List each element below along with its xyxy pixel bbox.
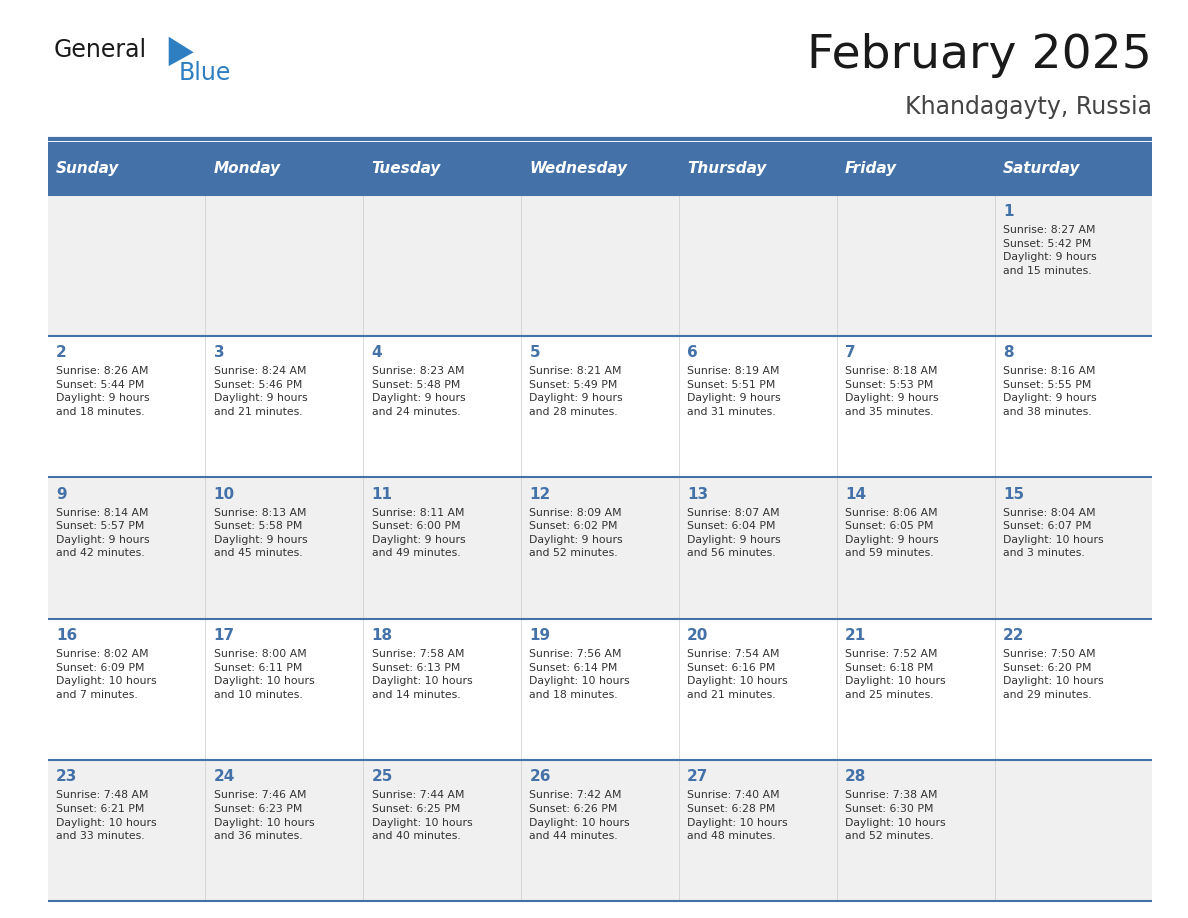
Text: 18: 18 (372, 628, 392, 643)
Text: Sunrise: 8:07 AM
Sunset: 6:04 PM
Daylight: 9 hours
and 56 minutes.: Sunrise: 8:07 AM Sunset: 6:04 PM Dayligh… (687, 508, 781, 558)
Text: February 2025: February 2025 (808, 32, 1152, 78)
Text: 21: 21 (845, 628, 866, 643)
Text: 28: 28 (845, 769, 866, 784)
Text: 7: 7 (845, 345, 855, 360)
Text: Sunrise: 8:24 AM
Sunset: 5:46 PM
Daylight: 9 hours
and 21 minutes.: Sunrise: 8:24 AM Sunset: 5:46 PM Dayligh… (214, 366, 308, 417)
Text: 22: 22 (1003, 628, 1024, 643)
Text: Sunday: Sunday (56, 161, 119, 176)
Text: 20: 20 (687, 628, 708, 643)
Text: Sunrise: 8:02 AM
Sunset: 6:09 PM
Daylight: 10 hours
and 7 minutes.: Sunrise: 8:02 AM Sunset: 6:09 PM Dayligh… (56, 649, 157, 700)
Text: 8: 8 (1003, 345, 1013, 360)
Bar (48, 142, 1152, 195)
Text: Sunrise: 7:50 AM
Sunset: 6:20 PM
Daylight: 10 hours
and 29 minutes.: Sunrise: 7:50 AM Sunset: 6:20 PM Dayligh… (1003, 649, 1104, 700)
Text: 14: 14 (845, 487, 866, 501)
Text: Sunrise: 7:58 AM
Sunset: 6:13 PM
Daylight: 10 hours
and 14 minutes.: Sunrise: 7:58 AM Sunset: 6:13 PM Dayligh… (372, 649, 472, 700)
Text: 25: 25 (372, 769, 393, 784)
Text: Sunrise: 8:06 AM
Sunset: 6:05 PM
Daylight: 9 hours
and 59 minutes.: Sunrise: 8:06 AM Sunset: 6:05 PM Dayligh… (845, 508, 939, 558)
Text: 3: 3 (214, 345, 225, 360)
Text: Sunrise: 7:40 AM
Sunset: 6:28 PM
Daylight: 10 hours
and 48 minutes.: Sunrise: 7:40 AM Sunset: 6:28 PM Dayligh… (687, 790, 788, 841)
Text: Sunrise: 8:19 AM
Sunset: 5:51 PM
Daylight: 9 hours
and 31 minutes.: Sunrise: 8:19 AM Sunset: 5:51 PM Dayligh… (687, 366, 781, 417)
Text: General: General (53, 39, 146, 62)
Text: Sunrise: 8:26 AM
Sunset: 5:44 PM
Daylight: 9 hours
and 18 minutes.: Sunrise: 8:26 AM Sunset: 5:44 PM Dayligh… (56, 366, 150, 417)
Text: Sunrise: 8:23 AM
Sunset: 5:48 PM
Daylight: 9 hours
and 24 minutes.: Sunrise: 8:23 AM Sunset: 5:48 PM Dayligh… (372, 366, 466, 417)
Text: Tuesday: Tuesday (372, 161, 441, 176)
Text: Sunrise: 8:27 AM
Sunset: 5:42 PM
Daylight: 9 hours
and 15 minutes.: Sunrise: 8:27 AM Sunset: 5:42 PM Dayligh… (1003, 225, 1097, 275)
Text: Sunrise: 7:46 AM
Sunset: 6:23 PM
Daylight: 10 hours
and 36 minutes.: Sunrise: 7:46 AM Sunset: 6:23 PM Dayligh… (214, 790, 315, 841)
Text: Sunrise: 7:56 AM
Sunset: 6:14 PM
Daylight: 10 hours
and 18 minutes.: Sunrise: 7:56 AM Sunset: 6:14 PM Dayligh… (530, 649, 630, 700)
Text: Sunrise: 8:09 AM
Sunset: 6:02 PM
Daylight: 9 hours
and 52 minutes.: Sunrise: 8:09 AM Sunset: 6:02 PM Dayligh… (530, 508, 623, 558)
Text: 2: 2 (56, 345, 67, 360)
Text: Sunrise: 8:11 AM
Sunset: 6:00 PM
Daylight: 9 hours
and 49 minutes.: Sunrise: 8:11 AM Sunset: 6:00 PM Dayligh… (372, 508, 466, 558)
Bar (48, 195, 1152, 336)
Text: 24: 24 (214, 769, 235, 784)
Text: 15: 15 (1003, 487, 1024, 501)
Text: Sunrise: 7:52 AM
Sunset: 6:18 PM
Daylight: 10 hours
and 25 minutes.: Sunrise: 7:52 AM Sunset: 6:18 PM Dayligh… (845, 649, 946, 700)
Text: 11: 11 (372, 487, 392, 501)
Text: 10: 10 (214, 487, 235, 501)
Text: 12: 12 (530, 487, 550, 501)
Bar (48, 477, 1152, 619)
Text: Wednesday: Wednesday (530, 161, 627, 176)
Text: Saturday: Saturday (1003, 161, 1080, 176)
Bar (48, 619, 1152, 760)
Text: Thursday: Thursday (687, 161, 766, 176)
Text: 4: 4 (372, 345, 383, 360)
Text: 19: 19 (530, 628, 550, 643)
Text: 23: 23 (56, 769, 77, 784)
Text: 16: 16 (56, 628, 77, 643)
Text: Monday: Monday (214, 161, 280, 176)
Text: Sunrise: 8:21 AM
Sunset: 5:49 PM
Daylight: 9 hours
and 28 minutes.: Sunrise: 8:21 AM Sunset: 5:49 PM Dayligh… (530, 366, 623, 417)
Text: Sunrise: 8:18 AM
Sunset: 5:53 PM
Daylight: 9 hours
and 35 minutes.: Sunrise: 8:18 AM Sunset: 5:53 PM Dayligh… (845, 366, 939, 417)
Text: 13: 13 (687, 487, 708, 501)
Text: Sunrise: 7:38 AM
Sunset: 6:30 PM
Daylight: 10 hours
and 52 minutes.: Sunrise: 7:38 AM Sunset: 6:30 PM Dayligh… (845, 790, 946, 841)
Text: 26: 26 (530, 769, 551, 784)
Text: Friday: Friday (845, 161, 897, 176)
Text: Sunrise: 7:48 AM
Sunset: 6:21 PM
Daylight: 10 hours
and 33 minutes.: Sunrise: 7:48 AM Sunset: 6:21 PM Dayligh… (56, 790, 157, 841)
Text: Sunrise: 8:04 AM
Sunset: 6:07 PM
Daylight: 10 hours
and 3 minutes.: Sunrise: 8:04 AM Sunset: 6:07 PM Dayligh… (1003, 508, 1104, 558)
Text: Sunrise: 7:42 AM
Sunset: 6:26 PM
Daylight: 10 hours
and 44 minutes.: Sunrise: 7:42 AM Sunset: 6:26 PM Dayligh… (530, 790, 630, 841)
Text: 17: 17 (214, 628, 235, 643)
Text: 5: 5 (530, 345, 541, 360)
Text: Sunrise: 8:00 AM
Sunset: 6:11 PM
Daylight: 10 hours
and 10 minutes.: Sunrise: 8:00 AM Sunset: 6:11 PM Dayligh… (214, 649, 315, 700)
Bar (48, 336, 1152, 477)
Text: Sunrise: 7:44 AM
Sunset: 6:25 PM
Daylight: 10 hours
and 40 minutes.: Sunrise: 7:44 AM Sunset: 6:25 PM Dayligh… (372, 790, 472, 841)
Polygon shape (169, 37, 194, 66)
Text: Khandagayty, Russia: Khandagayty, Russia (905, 95, 1152, 119)
Text: Sunrise: 7:54 AM
Sunset: 6:16 PM
Daylight: 10 hours
and 21 minutes.: Sunrise: 7:54 AM Sunset: 6:16 PM Dayligh… (687, 649, 788, 700)
Bar (48, 760, 1152, 901)
Text: Blue: Blue (178, 62, 230, 85)
Text: Sunrise: 8:14 AM
Sunset: 5:57 PM
Daylight: 9 hours
and 42 minutes.: Sunrise: 8:14 AM Sunset: 5:57 PM Dayligh… (56, 508, 150, 558)
Text: 27: 27 (687, 769, 708, 784)
Text: Sunrise: 8:16 AM
Sunset: 5:55 PM
Daylight: 9 hours
and 38 minutes.: Sunrise: 8:16 AM Sunset: 5:55 PM Dayligh… (1003, 366, 1097, 417)
Text: 6: 6 (687, 345, 697, 360)
Text: 1: 1 (1003, 204, 1013, 218)
Text: 9: 9 (56, 487, 67, 501)
Text: Sunrise: 8:13 AM
Sunset: 5:58 PM
Daylight: 9 hours
and 45 minutes.: Sunrise: 8:13 AM Sunset: 5:58 PM Dayligh… (214, 508, 308, 558)
